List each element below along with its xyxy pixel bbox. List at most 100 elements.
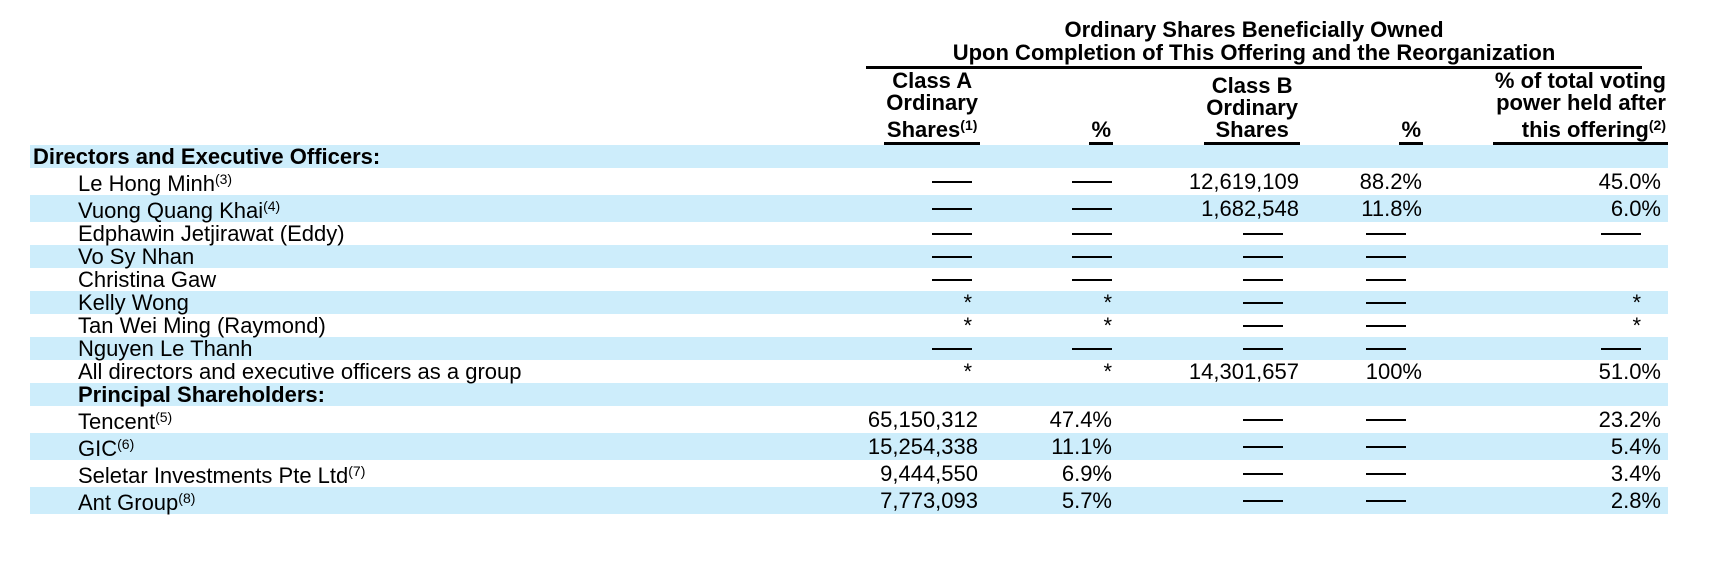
group-header-rule: Ordinary Shares Beneficially Owned Upon … — [866, 18, 1642, 69]
row-label: Christina Gaw — [78, 267, 217, 292]
em-dash — [932, 337, 972, 360]
cell-classA — [820, 268, 980, 291]
asterisk: * — [963, 290, 972, 315]
em-dash — [1366, 435, 1406, 458]
cell-pctA: 47.4% — [1049, 407, 1112, 432]
asterisk: * — [1103, 290, 1112, 315]
em-dash — [1243, 337, 1283, 360]
footnote-marker: (6) — [117, 436, 135, 452]
em-dash — [1072, 268, 1112, 291]
group-header-line1: Ordinary Shares Beneficially Owned — [1064, 17, 1444, 42]
table-row: Tencent(5) 65,150,312 47.4% 23.2% — [30, 406, 1668, 433]
row-label: Vo Sy Nhan — [30, 245, 820, 268]
cell-classB — [1113, 268, 1300, 291]
cell-classA: 9,444,550 — [880, 461, 978, 486]
em-dash — [1366, 245, 1406, 268]
table-row: Seletar Investments Pte Ltd(7) 9,444,550 6… — [30, 460, 1668, 487]
row-label: Ant Group(8) — [30, 487, 820, 514]
cell-pctB — [1300, 268, 1423, 291]
cell-classA — [820, 195, 980, 222]
em-dash — [932, 245, 972, 268]
cell-classB — [1113, 383, 1300, 406]
table-body: Directors and Executive Officers: Le Hong… — [30, 145, 1668, 514]
em-dash — [1366, 268, 1406, 291]
em-dash — [1243, 435, 1283, 458]
cell-voting — [1423, 383, 1668, 406]
cell-pctA: 5.7% — [980, 487, 1113, 514]
em-dash — [1072, 245, 1112, 268]
cell-voting — [1423, 337, 1668, 360]
cell-pctA: * — [980, 360, 1113, 383]
column-header-label: Class A Ordinary Shares(1) — [884, 70, 980, 145]
table-row: Vo Sy Nhan — [30, 245, 1668, 268]
footnote-marker: (8) — [178, 490, 196, 506]
row-label: Edphawin Jetjirawat (Eddy) — [78, 221, 345, 246]
em-dash — [1243, 291, 1283, 314]
cell-pctA — [980, 168, 1113, 195]
cell-classB — [1113, 460, 1300, 487]
cell-classB — [1113, 433, 1300, 460]
em-dash — [932, 197, 972, 220]
cell-classA: * — [820, 291, 980, 314]
cell-voting: 2.8% — [1423, 487, 1668, 514]
cell-pctB — [1300, 487, 1423, 514]
em-dash — [1366, 314, 1406, 337]
cell-classB: 12,619,109 — [1188, 169, 1299, 194]
asterisk: * — [1103, 313, 1112, 338]
cell-pctB — [1300, 145, 1423, 168]
row-label: Tan Wei Ming (Raymond) — [78, 313, 326, 338]
cell-classB — [1113, 487, 1300, 514]
cell-voting: 5.4% — [1423, 433, 1668, 460]
em-dash — [932, 222, 972, 245]
asterisk: * — [963, 313, 972, 338]
beneficial-ownership-table: Ordinary Shares Beneficially Owned Upon … — [30, 18, 1668, 514]
row-label: Le Hong Minh(3) — [78, 171, 233, 196]
cell-pctB — [1300, 291, 1423, 314]
em-dash — [1243, 462, 1283, 485]
footnote-marker: (3) — [214, 171, 233, 187]
cell-pctA: 6.9% — [1061, 461, 1112, 486]
em-dash — [932, 268, 972, 291]
cell-pctB — [1300, 406, 1423, 433]
cell-voting: 3.4% — [1610, 461, 1661, 486]
em-dash — [1072, 197, 1112, 220]
cell-pctA — [980, 245, 1113, 268]
table-row: Le Hong Minh(3) 12,619,109 88.2% 45.0% — [30, 168, 1668, 195]
cell-pctB — [1300, 222, 1423, 245]
cell-classA: * — [820, 360, 980, 383]
em-dash — [1601, 337, 1641, 360]
cell-voting — [1423, 145, 1668, 168]
cell-pctA: * — [980, 314, 1113, 337]
cell-classA — [820, 245, 980, 268]
em-dash — [1243, 489, 1283, 512]
em-dash — [1072, 337, 1112, 360]
section-label: Principal Shareholders: — [30, 383, 820, 406]
table-row: Christina Gaw — [30, 268, 1668, 291]
group-header-line2: Upon Completion of This Offering and the… — [952, 40, 1556, 65]
column-header-label: % — [1399, 119, 1423, 145]
cell-pctA — [980, 337, 1113, 360]
cell-pctB — [1300, 460, 1423, 487]
cell-pctB — [1300, 314, 1423, 337]
cell-pctA: * — [980, 291, 1113, 314]
cell-pctA — [980, 268, 1113, 291]
cell-classB — [1113, 406, 1300, 433]
em-dash — [1366, 408, 1406, 431]
cell-classB — [1113, 145, 1300, 168]
footnote-marker: (5) — [155, 409, 173, 425]
row-label: Nguyen Le Thanh — [30, 337, 820, 360]
cell-classA: * — [820, 314, 980, 337]
footnote-marker: (1) — [960, 117, 978, 133]
cell-classA — [820, 145, 980, 168]
cell-pctB — [1300, 337, 1423, 360]
footnote-marker: (2) — [1648, 117, 1666, 133]
cell-pctA — [980, 383, 1113, 406]
column-header-pctB: % — [1300, 69, 1423, 145]
em-dash — [1366, 291, 1406, 314]
cell-classB — [1113, 314, 1300, 337]
em-dash — [932, 170, 972, 193]
column-header-spacer — [30, 69, 820, 145]
column-header-row: Class A Ordinary Shares(1)% Class B Ordinary… — [30, 69, 1668, 145]
em-dash — [1366, 222, 1406, 245]
em-dash — [1243, 245, 1283, 268]
